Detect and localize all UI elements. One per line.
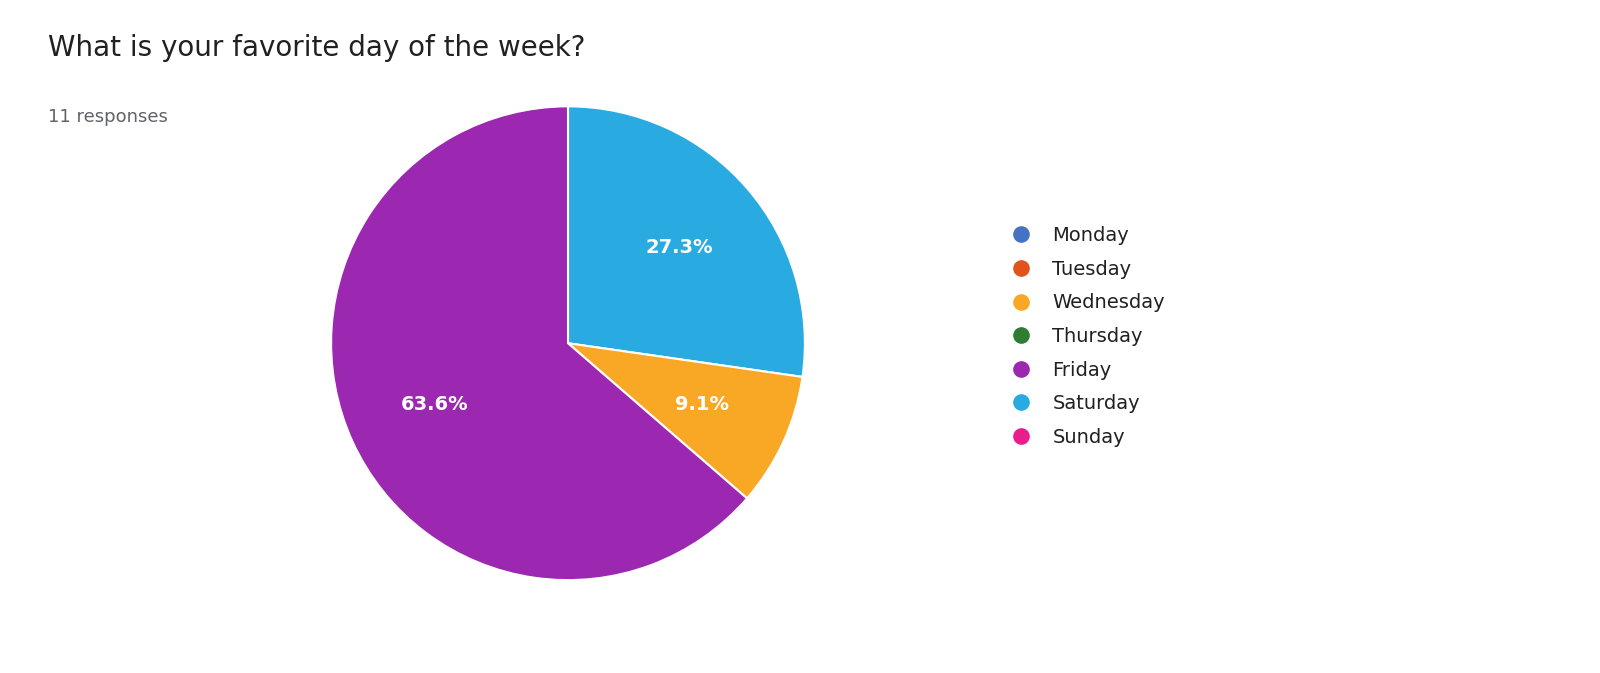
Text: What is your favorite day of the week?: What is your favorite day of the week? [48, 34, 586, 62]
Text: 9.1%: 9.1% [675, 395, 728, 414]
Text: 27.3%: 27.3% [645, 238, 712, 256]
Wedge shape [568, 106, 805, 377]
Text: 11 responses: 11 responses [48, 108, 168, 126]
Legend: Monday, Tuesday, Wednesday, Thursday, Friday, Saturday, Sunday: Monday, Tuesday, Wednesday, Thursday, Fr… [1002, 226, 1165, 447]
Wedge shape [568, 343, 803, 499]
Text: 63.6%: 63.6% [400, 395, 469, 414]
Wedge shape [331, 106, 747, 580]
